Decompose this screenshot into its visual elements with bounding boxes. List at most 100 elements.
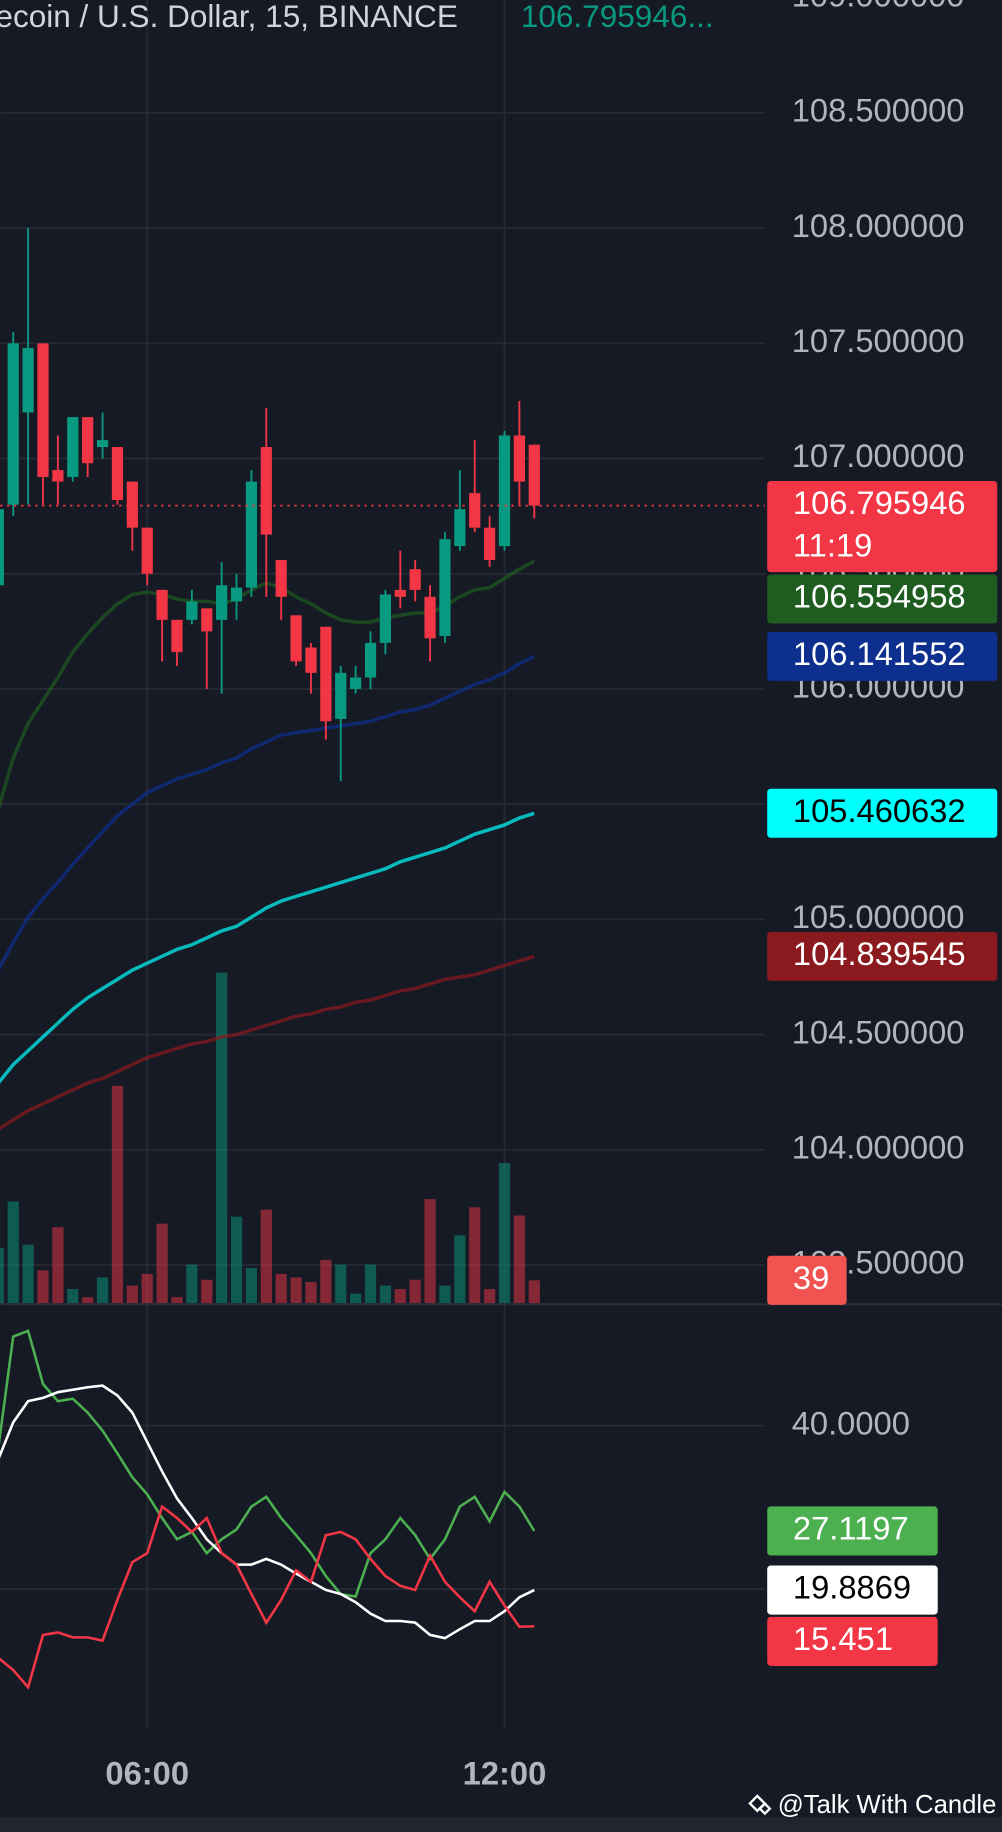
volume-bar bbox=[126, 1285, 138, 1304]
candle-body bbox=[67, 417, 79, 477]
candle-body bbox=[141, 527, 153, 574]
volume-bar bbox=[201, 1279, 213, 1304]
candle-body bbox=[484, 527, 496, 560]
x-tick-label: 12:00 bbox=[463, 1755, 547, 1792]
y-tick-label: 105.000000 bbox=[792, 898, 965, 935]
badge-label: 19.8869 bbox=[793, 1569, 911, 1606]
price-badge bbox=[767, 631, 998, 681]
volume-bar bbox=[275, 1273, 287, 1304]
candle-body bbox=[305, 647, 317, 673]
badge-label: 106.795946 bbox=[793, 484, 966, 521]
badge-label: 27.1197 bbox=[793, 1510, 909, 1547]
candle-body bbox=[7, 343, 19, 505]
volume-bar bbox=[37, 1270, 49, 1304]
candle-body bbox=[171, 619, 183, 653]
candles bbox=[0, 228, 765, 782]
candle-body bbox=[111, 447, 124, 501]
volume-bar bbox=[439, 1285, 451, 1304]
price-badge bbox=[767, 481, 998, 573]
x-tick-label: 06:00 bbox=[105, 1755, 189, 1792]
watermark: @Talk With Candle bbox=[778, 1791, 997, 1819]
volume-bar bbox=[350, 1293, 362, 1304]
candle-body bbox=[513, 435, 525, 482]
candle-body bbox=[364, 642, 377, 678]
candle-body bbox=[320, 626, 332, 722]
indicator-line bbox=[0, 1384, 535, 1640]
candle-body bbox=[22, 347, 34, 413]
symbol-title: ecoin / U.S. Dollar, 15, BINANCE bbox=[0, 0, 458, 34]
volume-bar bbox=[22, 1244, 34, 1304]
candle-body bbox=[156, 589, 168, 620]
volume-bar bbox=[513, 1215, 525, 1304]
candle-body bbox=[439, 539, 451, 636]
volume-bar bbox=[141, 1273, 153, 1304]
y-tick-label: 107.000000 bbox=[792, 437, 965, 474]
volume-bar bbox=[528, 1280, 540, 1304]
y-tick-label: 108.500000 bbox=[792, 92, 965, 129]
price-badge bbox=[767, 788, 998, 838]
volume bbox=[0, 972, 540, 1304]
grid bbox=[0, 0, 765, 1729]
candle-body bbox=[82, 417, 94, 464]
price-badges: 106.795946 11:19 106.554958 106.141552 105.4… bbox=[767, 481, 998, 1666]
bottom-strip bbox=[0, 1816, 1002, 1832]
volume-bar bbox=[335, 1264, 347, 1304]
candle-body bbox=[469, 493, 481, 528]
badge-label: 106.554958 bbox=[793, 578, 966, 615]
candle-body bbox=[454, 509, 466, 547]
volume-bar bbox=[52, 1227, 64, 1304]
volume-bar bbox=[409, 1279, 421, 1304]
indicator bbox=[0, 1329, 536, 1690]
volume-bar bbox=[379, 1285, 392, 1304]
candle-body bbox=[379, 594, 392, 643]
indicator-line bbox=[0, 1504, 535, 1690]
volume-bar bbox=[364, 1264, 377, 1304]
indicator-line bbox=[0, 1329, 536, 1598]
candle-body bbox=[230, 587, 243, 602]
y-tick-label: 109.000000 bbox=[792, 0, 965, 13]
volume-bar bbox=[96, 1277, 109, 1304]
candle-body bbox=[216, 585, 228, 620]
candle-body bbox=[96, 440, 109, 448]
volume-bar bbox=[171, 1297, 183, 1304]
volume-bar bbox=[290, 1277, 302, 1304]
y-tick-label: 40.0000 bbox=[792, 1404, 910, 1441]
volume-bar bbox=[394, 1289, 406, 1304]
volume-bar bbox=[245, 1268, 258, 1304]
volume-bar bbox=[305, 1282, 317, 1304]
y-tick-label: 104.500000 bbox=[792, 1013, 965, 1050]
candle-body bbox=[528, 444, 540, 506]
candle-body bbox=[335, 672, 347, 719]
moving-average-line bbox=[0, 811, 535, 1084]
price-badge bbox=[767, 574, 998, 624]
price-badge bbox=[767, 931, 998, 981]
volume-bar bbox=[216, 972, 228, 1304]
y-tick-label: 107.500000 bbox=[792, 322, 965, 359]
price-badge bbox=[767, 1616, 938, 1666]
volume-bar bbox=[156, 1223, 168, 1304]
y-tick-label: 104.000000 bbox=[792, 1128, 965, 1165]
badge-label: 106.141552 bbox=[793, 635, 966, 672]
candle-body bbox=[350, 677, 362, 689]
volume-bar bbox=[454, 1235, 466, 1304]
candle-body bbox=[260, 447, 272, 535]
volume-bar bbox=[111, 1085, 124, 1304]
candle-body bbox=[290, 615, 302, 662]
volume-bar bbox=[230, 1216, 243, 1304]
volume-bar bbox=[424, 1199, 436, 1304]
volume-bar bbox=[7, 1201, 19, 1304]
candle-body bbox=[126, 481, 138, 528]
candle-body bbox=[245, 481, 258, 588]
badge-label: 11:19 bbox=[793, 526, 872, 563]
badge-label: 39 bbox=[793, 1259, 829, 1296]
candle-body bbox=[201, 608, 213, 632]
candle-body bbox=[37, 343, 49, 477]
watermark-icon bbox=[748, 1794, 772, 1816]
price-badge bbox=[767, 1255, 847, 1305]
moving-average-line bbox=[0, 954, 535, 1131]
candle-body bbox=[186, 601, 198, 620]
volume-bar bbox=[0, 1248, 4, 1304]
volume-bar bbox=[320, 1259, 332, 1304]
volume-bar bbox=[498, 1162, 511, 1304]
